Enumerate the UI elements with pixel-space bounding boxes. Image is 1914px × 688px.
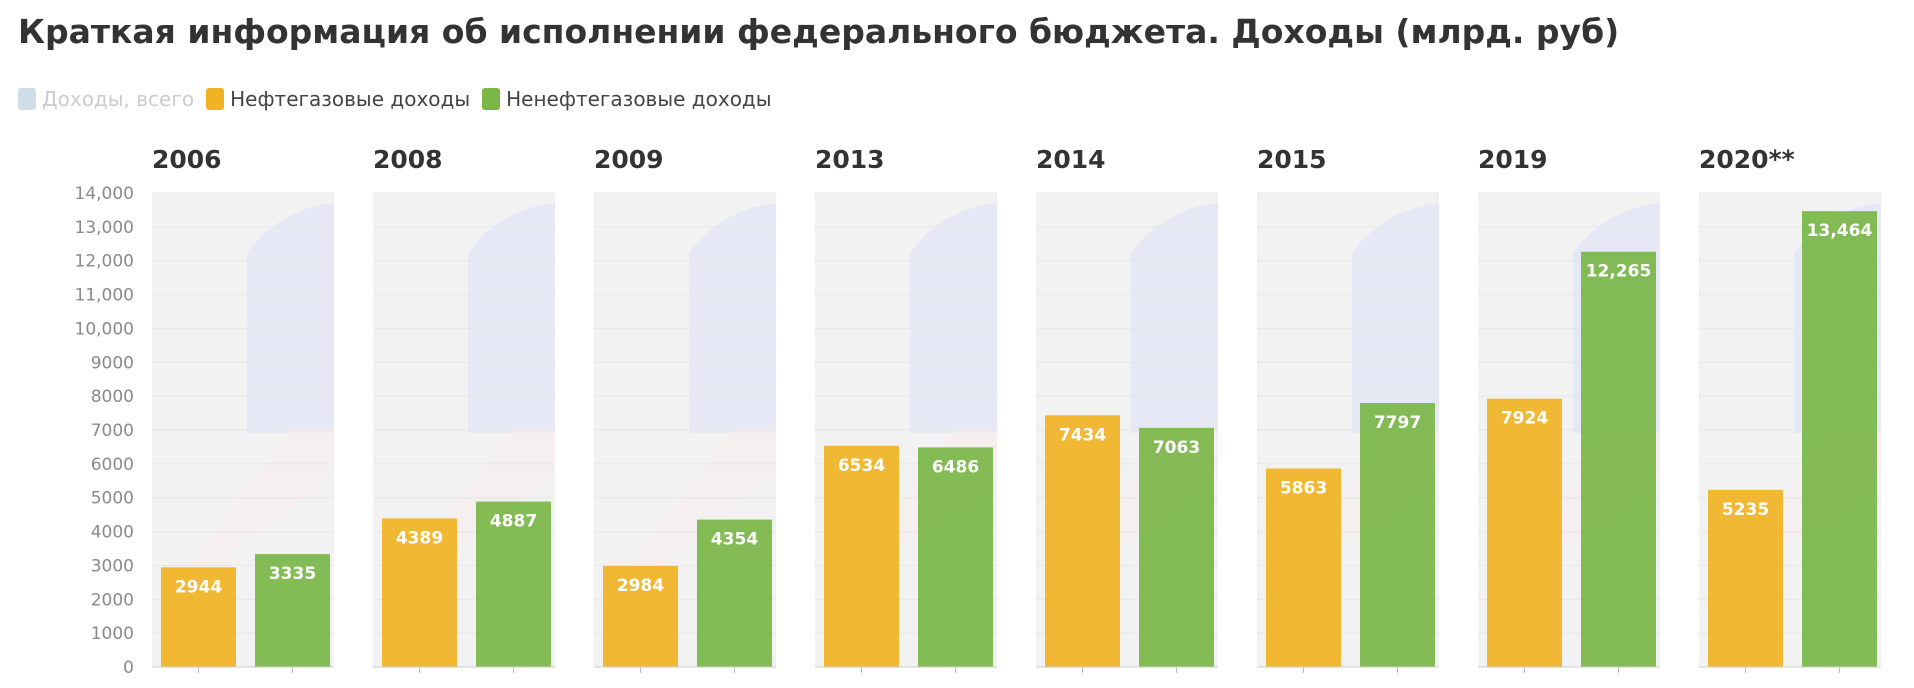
panel-2020**: 2020** 5235 13,464 [1699, 145, 1881, 673]
legend-label-total: Доходы, всего [42, 87, 195, 111]
panel-2009: 2009 2984 4354 [594, 145, 776, 673]
legend-item-oil-gas[interactable]: Нефтегазовые доходы [206, 87, 470, 111]
data-label: 2944 [175, 577, 222, 597]
panel-title: 2015 [1257, 145, 1327, 174]
data-label: 4389 [396, 528, 443, 548]
y-tick-label: 9000 [91, 353, 134, 373]
bar-oil-gas [824, 445, 899, 667]
data-label: 7797 [1374, 413, 1421, 433]
y-tick-label: 13,000 [75, 218, 134, 238]
bar-non-oil-gas [1360, 403, 1435, 667]
panel-2006: 2006 2944 3335 [152, 145, 334, 673]
data-label: 3335 [269, 564, 316, 584]
data-label: 4887 [490, 512, 537, 532]
bar-non-oil-gas [697, 519, 772, 667]
legend-label-oil-gas: Нефтегазовые доходы [230, 87, 471, 111]
bar-non-oil-gas [255, 554, 330, 667]
legend-label-non-oil-gas: Ненефтегазовые доходы [506, 87, 772, 111]
data-label: 7063 [1153, 438, 1200, 458]
data-label: 7434 [1059, 425, 1106, 445]
y-tick-label: 11,000 [75, 286, 134, 306]
y-tick-label: 2000 [91, 590, 134, 610]
y-tick-label: 14,000 [75, 184, 134, 204]
bar-oil-gas [1708, 489, 1783, 667]
bar-non-oil-gas [1802, 211, 1877, 667]
chart-title: Краткая информация об исполнении федерал… [18, 12, 1620, 51]
legend-swatch-oil-gas [206, 88, 225, 110]
bar-oil-gas [1045, 415, 1120, 667]
legend-item-total[interactable]: Доходы, всего [18, 87, 194, 111]
bar-non-oil-gas [1139, 427, 1214, 667]
y-tick-label: 8000 [91, 387, 134, 407]
panel-title: 2008 [373, 145, 443, 174]
data-label: 7924 [1501, 409, 1548, 429]
panel-2008: 2008 4389 4887 [373, 145, 555, 673]
panel-title: 2009 [594, 145, 664, 174]
legend-swatch-non-oil-gas [482, 88, 501, 110]
bar-oil-gas [382, 518, 457, 667]
panel-title: 2014 [1036, 145, 1106, 174]
legend-item-non-oil-gas[interactable]: Ненефтегазовые доходы [482, 87, 772, 111]
data-label: 6534 [838, 456, 885, 476]
data-label: 6486 [932, 457, 979, 477]
data-label: 2984 [617, 576, 664, 596]
panel-title: 2006 [152, 145, 222, 174]
data-label: 4354 [711, 530, 758, 550]
data-label: 13,464 [1807, 221, 1873, 241]
panel-2019: 2019 7924 12,265 [1478, 145, 1660, 673]
data-label: 12,265 [1586, 262, 1652, 282]
bar-non-oil-gas [1581, 251, 1656, 668]
data-label: 5235 [1722, 500, 1769, 520]
panel-2015: 2015 5863 7797 [1257, 145, 1439, 673]
y-tick-label: 1000 [91, 624, 134, 644]
y-tick-label: 5000 [91, 489, 134, 509]
y-tick-label: 3000 [91, 556, 134, 576]
y-tick-label: 0 [123, 658, 134, 678]
panel-title: 2013 [815, 145, 885, 174]
y-tick-label: 6000 [91, 455, 134, 475]
panel-decoration [152, 428, 334, 613]
panel-title: 2020** [1699, 145, 1795, 174]
y-tick-label: 7000 [91, 421, 134, 441]
bar-oil-gas [161, 567, 236, 667]
bar-oil-gas [1487, 398, 1562, 667]
bar-oil-gas [1266, 468, 1341, 667]
legend-swatch-total [18, 88, 36, 110]
legend: Доходы, всего Нефтегазовые доходы Ненефт… [18, 86, 784, 112]
data-label: 5863 [1280, 478, 1327, 498]
bar-non-oil-gas [476, 501, 551, 667]
bar-non-oil-gas [918, 447, 993, 667]
panel-title: 2019 [1478, 145, 1548, 174]
bar-oil-gas [603, 565, 678, 667]
panel-2013: 2013 6534 6486 [815, 145, 997, 673]
panel-2014: 2014 7434 7063 [1036, 145, 1218, 673]
y-tick-label: 10,000 [75, 319, 134, 339]
y-tick-label: 4000 [91, 523, 134, 543]
y-tick-label: 12,000 [75, 252, 134, 272]
